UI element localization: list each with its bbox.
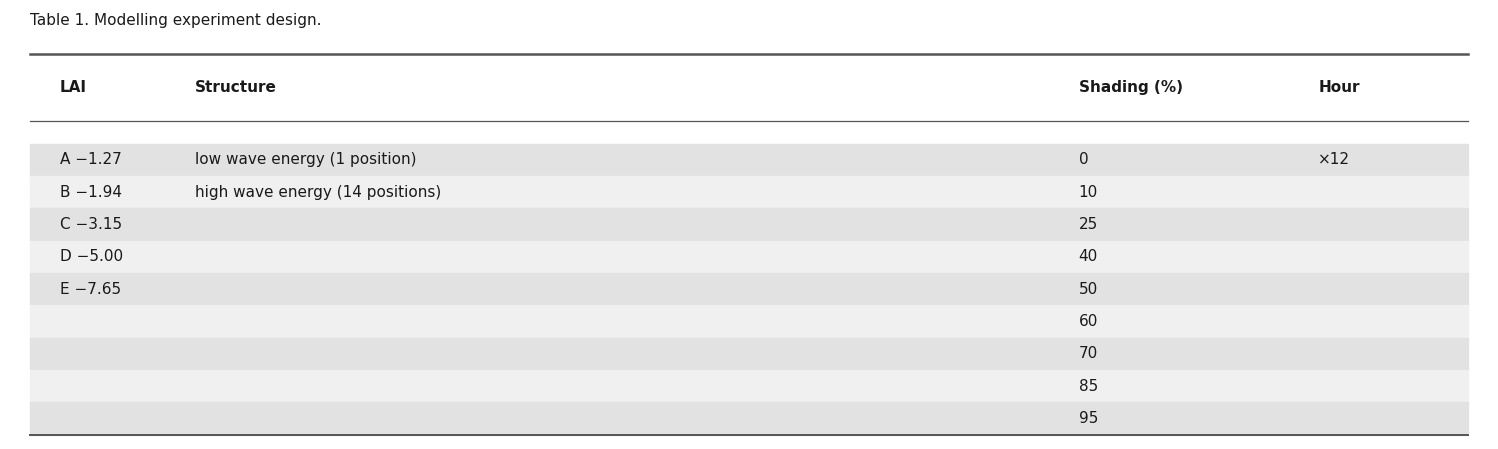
Bar [30,402,1468,435]
Bar [30,305,1468,338]
Bar [30,370,1468,402]
Text: LAI: LAI [60,80,87,95]
Bar [30,338,1468,370]
Text: 95: 95 [1079,411,1098,426]
Text: low wave energy (1 position): low wave energy (1 position) [195,152,416,167]
Bar [30,273,1468,305]
Text: Hour: Hour [1318,80,1360,95]
Text: B −1.94: B −1.94 [60,185,121,200]
Text: 0: 0 [1079,152,1088,167]
Text: E −7.65: E −7.65 [60,282,121,297]
Bar [30,176,1468,208]
Text: Table 1. Modelling experiment design.: Table 1. Modelling experiment design. [30,13,322,28]
Bar [30,241,1468,273]
Text: 10: 10 [1079,185,1098,200]
Text: high wave energy (14 positions): high wave energy (14 positions) [195,185,440,200]
Text: A −1.27: A −1.27 [60,152,121,167]
Text: Shading (%): Shading (%) [1079,80,1182,95]
Text: 25: 25 [1079,217,1098,232]
Text: 70: 70 [1079,346,1098,361]
Bar [30,144,1468,176]
Bar [30,54,1468,121]
Text: D −5.00: D −5.00 [60,249,123,264]
Text: C −3.15: C −3.15 [60,217,121,232]
Text: Structure: Structure [195,80,277,95]
Text: 60: 60 [1079,314,1098,329]
Bar [30,208,1468,241]
Text: ×12: ×12 [1318,152,1350,167]
Text: 50: 50 [1079,282,1098,297]
Text: 40: 40 [1079,249,1098,264]
Text: 85: 85 [1079,379,1098,394]
